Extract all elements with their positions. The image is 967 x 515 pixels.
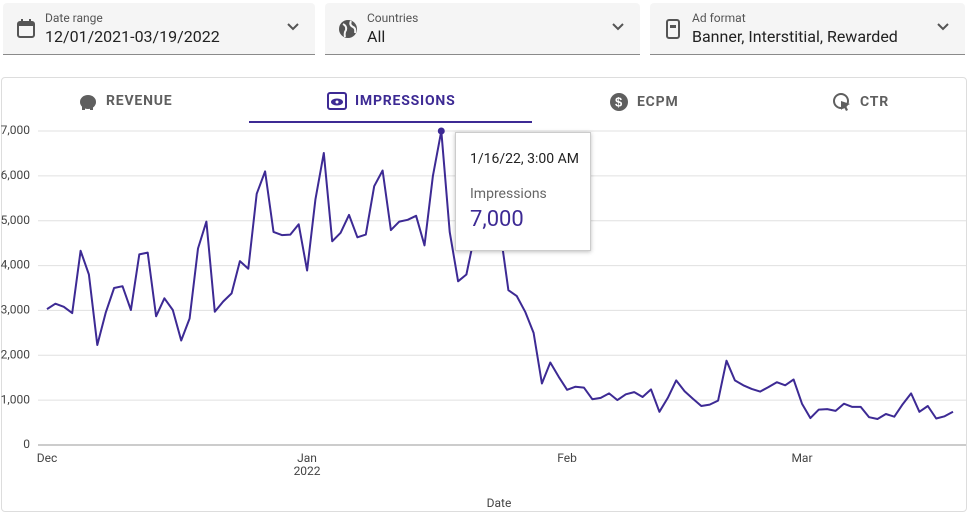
hover-point xyxy=(437,127,445,135)
filter-label: Date range xyxy=(45,11,103,25)
tab[interactable]: REVENUE xyxy=(78,92,172,110)
calendar-icon xyxy=(17,19,35,38)
tab-indicator xyxy=(249,121,532,123)
svg-text:$: $ xyxy=(615,95,623,110)
ad-format-filter[interactable]: Ad format Banner, Interstitial, Rewarded xyxy=(650,3,965,55)
x-tick-label: Dec xyxy=(37,451,58,465)
x-axis-label: Date xyxy=(487,496,512,510)
filter-value: All xyxy=(367,27,386,46)
chevron xyxy=(937,23,949,31)
y-tick-label: 7,000 xyxy=(1,123,31,137)
filter-label: Countries xyxy=(367,11,419,25)
click-icon xyxy=(833,93,850,111)
filter-value: Banner, Interstitial, Rewarded xyxy=(692,27,898,46)
x-tick-sublabel: 2022 xyxy=(294,464,321,478)
tab-label: IMPRESSIONS xyxy=(355,93,456,109)
tab[interactable]: CTR xyxy=(832,92,889,112)
tooltip-value: 7,000 xyxy=(470,207,524,232)
chevron xyxy=(287,23,299,31)
y-tick-label: 4,000 xyxy=(1,258,31,272)
x-tick-label: Feb xyxy=(557,451,577,465)
tab-label: REVENUE xyxy=(106,93,173,109)
dollar-icon: $ xyxy=(610,93,628,111)
chevron xyxy=(612,23,624,31)
date-range-filter[interactable]: Date range 12/01/2021-03/19/2022 xyxy=(3,3,315,55)
y-tick-label: 0 xyxy=(23,437,30,451)
filter-label: Ad format xyxy=(692,11,746,25)
ad-icon xyxy=(666,19,680,39)
tooltip-label: Impressions xyxy=(470,186,547,202)
countries-filter[interactable]: Countries All xyxy=(325,3,640,55)
y-tick-label: 6,000 xyxy=(1,168,31,182)
tab[interactable]: IMPRESSIONS xyxy=(327,92,456,110)
y-tick-label: 3,000 xyxy=(1,303,31,317)
y-tick-label: 5,000 xyxy=(1,213,31,227)
y-tick-label: 1,000 xyxy=(1,392,31,406)
tab[interactable]: $ ECPM xyxy=(609,92,679,112)
tab-label: CTR xyxy=(860,94,890,110)
eye-icon xyxy=(327,92,347,110)
piggy-icon xyxy=(80,95,96,110)
filter-value: 12/01/2021-03/19/2022 xyxy=(45,27,220,46)
tooltip: 1/16/22, 3:00 AM Impressions 7,000 xyxy=(455,132,591,251)
tooltip-date: 1/16/22, 3:00 AM xyxy=(470,151,579,167)
globe-icon xyxy=(339,20,357,38)
y-tick-label: 2,000 xyxy=(1,347,31,361)
x-tick-label: Jan xyxy=(297,451,317,465)
x-tick-label: Mar xyxy=(791,451,812,465)
tab-label: ECPM xyxy=(637,94,679,110)
